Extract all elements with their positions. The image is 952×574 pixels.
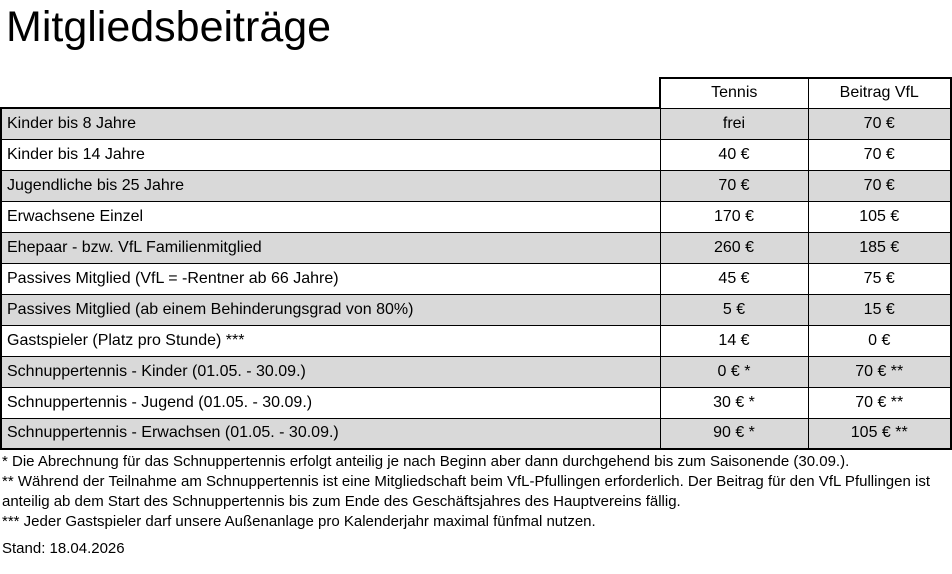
row-label: Schnuppertennis - Kinder (01.05. - 30.09… bbox=[0, 355, 661, 388]
row-tennis-value: 0 € * bbox=[659, 355, 809, 388]
row-vfl-value: 15 € bbox=[807, 293, 952, 326]
row-label: Jugendliche bis 25 Jahre bbox=[0, 169, 661, 202]
row-label: Passives Mitglied (ab einem Behinderungs… bbox=[0, 293, 661, 326]
table-row: Jugendliche bis 25 Jahre 70 € 70 € bbox=[0, 169, 952, 202]
footnote-two-stars: ** Während der Teilnahme am Schnupperten… bbox=[2, 473, 930, 510]
header-row: Tennis Beitrag VfL bbox=[1, 77, 952, 109]
row-vfl-value: 70 € bbox=[807, 138, 952, 171]
row-tennis-value: 30 € * bbox=[659, 386, 809, 419]
table-row: Kinder bis 8 Jahre frei 70 € bbox=[0, 107, 952, 140]
fee-table-body: Kinder bis 8 Jahre frei 70 € Kinder bis … bbox=[0, 107, 952, 450]
row-tennis-value: frei bbox=[659, 107, 809, 140]
footnotes-block: * Die Abrechnung für das Schnuppertennis… bbox=[2, 452, 950, 574]
row-tennis-value: 5 € bbox=[659, 293, 809, 326]
row-vfl-value: 105 € bbox=[807, 200, 952, 233]
header-gap-cell bbox=[1, 78, 660, 108]
row-label: Schnuppertennis - Erwachsen (01.05. - 30… bbox=[0, 417, 661, 450]
row-label: Kinder bis 8 Jahre bbox=[0, 107, 661, 140]
row-vfl-value: 70 € bbox=[807, 169, 952, 202]
row-vfl-value: 70 € bbox=[807, 107, 952, 140]
column-header-beitrag-vfl: Beitrag VfL bbox=[807, 77, 952, 109]
footnote-one-star: * Die Abrechnung für das Schnuppertennis… bbox=[2, 453, 850, 470]
row-tennis-value: 70 € bbox=[659, 169, 809, 202]
row-label: Erwachsene Einzel bbox=[0, 200, 661, 233]
row-label: Ehepaar - bzw. VfL Familienmitglied bbox=[0, 231, 661, 264]
table-row: Schnuppertennis - Erwachsen (01.05. - 30… bbox=[0, 417, 952, 450]
row-label: Passives Mitglied (VfL = -Rentner ab 66 … bbox=[0, 262, 661, 295]
row-tennis-value: 260 € bbox=[659, 231, 809, 264]
row-vfl-value: 0 € bbox=[807, 324, 952, 357]
membership-fees-table: Tennis Beitrag VfL Kinder bis 8 Jahre fr… bbox=[0, 77, 952, 450]
table-row: Erwachsene Einzel 170 € 105 € bbox=[0, 200, 952, 233]
table-row: Schnuppertennis - Kinder (01.05. - 30.09… bbox=[0, 355, 952, 388]
row-vfl-value: 105 € ** bbox=[807, 417, 952, 450]
footnote-three-stars: *** Jeder Gastspieler darf unsere Außena… bbox=[2, 513, 596, 530]
table-row: Schnuppertennis - Jugend (01.05. - 30.09… bbox=[0, 386, 952, 419]
date-stamp: Stand: 18.04.2026 bbox=[2, 540, 125, 557]
row-tennis-value: 40 € bbox=[659, 138, 809, 171]
row-label: Schnuppertennis - Jugend (01.05. - 30.09… bbox=[0, 386, 661, 419]
row-tennis-value: 170 € bbox=[659, 200, 809, 233]
table-row: Passives Mitglied (VfL = -Rentner ab 66 … bbox=[0, 262, 952, 295]
column-header-tennis: Tennis bbox=[659, 77, 809, 109]
row-label: Kinder bis 14 Jahre bbox=[0, 138, 661, 171]
fee-table-header: Tennis Beitrag VfL bbox=[1, 77, 952, 109]
row-tennis-value: 90 € * bbox=[659, 417, 809, 450]
table-row: Kinder bis 14 Jahre 40 € 70 € bbox=[0, 138, 952, 171]
row-tennis-value: 45 € bbox=[659, 262, 809, 295]
row-vfl-value: 185 € bbox=[807, 231, 952, 264]
row-label: Gastspieler (Platz pro Stunde) *** bbox=[0, 324, 661, 357]
page-title: Mitgliedsbeiträge bbox=[6, 3, 332, 51]
row-vfl-value: 70 € ** bbox=[807, 355, 952, 388]
row-vfl-value: 70 € ** bbox=[807, 386, 952, 419]
table-row: Passives Mitglied (ab einem Behinderungs… bbox=[0, 293, 952, 326]
row-vfl-value: 75 € bbox=[807, 262, 952, 295]
table-row: Ehepaar - bzw. VfL Familienmitglied 260 … bbox=[0, 231, 952, 264]
row-tennis-value: 14 € bbox=[659, 324, 809, 357]
table-row: Gastspieler (Platz pro Stunde) *** 14 € … bbox=[0, 324, 952, 357]
